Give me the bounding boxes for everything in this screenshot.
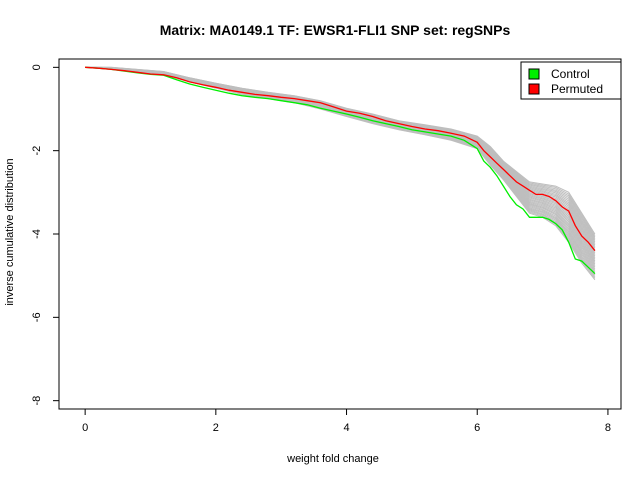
permutation-line	[85, 66, 596, 265]
permutation-line	[85, 66, 596, 241]
permutation-line	[85, 66, 596, 266]
permutation-line	[85, 66, 596, 244]
permutation-line	[85, 66, 596, 274]
permutation-line	[85, 66, 596, 251]
x-tick-label: 8	[605, 422, 611, 434]
y-tick-label: -8	[31, 396, 43, 406]
permutation-line	[85, 66, 596, 239]
chart-title: Matrix: MA0149.1 TF: EWSR1-FLI1 SNP set:…	[160, 22, 511, 38]
permutation-line	[85, 66, 596, 278]
y-axis-label: inverse cumulative distribution	[4, 158, 16, 305]
permutation-line	[85, 66, 596, 268]
permutation-line	[85, 66, 596, 257]
permutation-line	[85, 66, 596, 247]
y-tick-label: -4	[31, 229, 43, 239]
x-tick-label: 6	[474, 422, 480, 434]
permutation-line	[85, 66, 596, 260]
series-group	[85, 66, 596, 275]
x-axis-label: weight fold change	[286, 453, 379, 465]
permutation-line	[85, 66, 596, 252]
x-tick-label: 0	[82, 422, 88, 434]
permutation-line	[85, 66, 596, 263]
permutation-line	[85, 66, 596, 235]
y-tick-label: 0	[31, 64, 43, 70]
x-tick-label: 4	[343, 422, 349, 434]
permutation-line	[85, 66, 596, 254]
permutation-line	[85, 66, 596, 270]
permutation-line	[85, 66, 596, 255]
permutation-line	[85, 66, 596, 236]
permutation-band	[85, 66, 596, 281]
series-line-control	[85, 66, 596, 275]
legend-label: Permuted	[551, 82, 603, 96]
permutation-line	[85, 66, 596, 238]
permutation-line	[85, 66, 596, 246]
permutation-line	[85, 66, 596, 273]
x-tick-label: 2	[213, 422, 219, 434]
y-tick-label: -6	[31, 312, 43, 322]
y-tick-label: -2	[31, 146, 43, 156]
legend-label: Control	[551, 67, 590, 81]
permutation-line	[85, 66, 596, 276]
permutation-line	[85, 66, 596, 258]
y-axis: 0 -2 -4 -6 -8	[31, 64, 60, 406]
x-axis: 0 2 4 6 8	[82, 408, 611, 434]
permutation-line	[85, 66, 596, 262]
permutation-line	[85, 66, 596, 249]
permutation-line	[85, 66, 596, 271]
legend-swatch	[528, 68, 540, 80]
series-line-permuted	[85, 66, 596, 252]
permutation-line	[85, 66, 596, 243]
legend-swatch	[528, 83, 540, 95]
